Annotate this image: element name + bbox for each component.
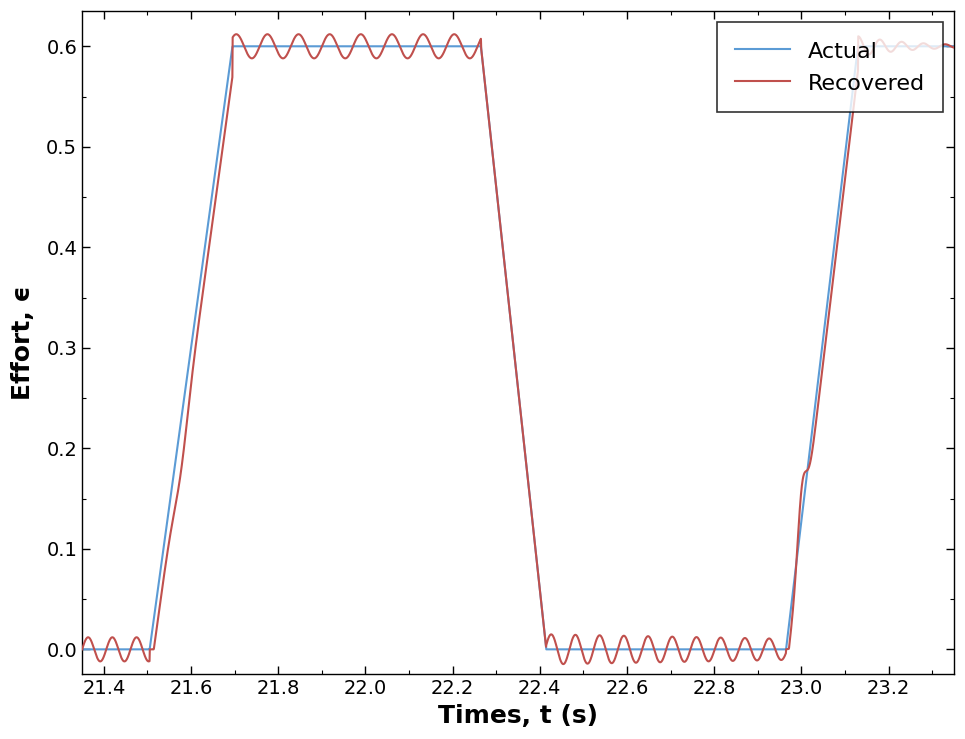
Recovered	[838, 188, 849, 197]
Recovered	[449, 30, 460, 38]
Actual	[931, 42, 943, 51]
Recovered	[176, 463, 187, 472]
Actual	[411, 42, 423, 51]
Recovered	[411, 38, 423, 47]
Recovered	[948, 43, 959, 52]
Actual	[228, 42, 239, 51]
Recovered	[558, 660, 569, 669]
Recovered	[76, 645, 88, 654]
Actual	[449, 42, 460, 51]
Y-axis label: Effort, ϵ: Effort, ϵ	[12, 285, 35, 400]
Recovered	[931, 44, 943, 52]
Actual	[76, 645, 88, 654]
Actual	[838, 166, 849, 175]
Line: Actual: Actual	[82, 47, 953, 650]
Actual	[948, 42, 959, 51]
Actual	[227, 42, 238, 51]
Legend: Actual, Recovered: Actual, Recovered	[717, 22, 943, 112]
Actual	[176, 413, 187, 422]
Line: Recovered: Recovered	[82, 34, 953, 664]
Recovered	[228, 32, 239, 41]
X-axis label: Times, t (s): Times, t (s)	[438, 704, 598, 728]
Recovered	[386, 30, 398, 38]
